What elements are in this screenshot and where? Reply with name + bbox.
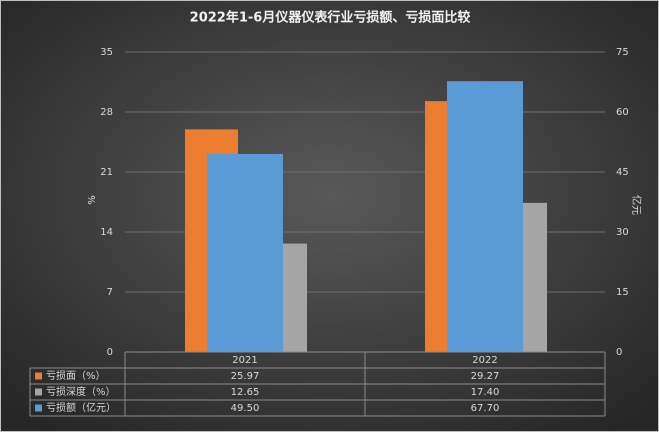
- y-tick-label: 35: [100, 47, 113, 58]
- y2-tick-label: 30: [616, 227, 629, 238]
- legend-label: 亏损额（亿元）: [46, 401, 116, 414]
- x-tick-label: 2022: [472, 355, 497, 366]
- bar: [447, 81, 523, 352]
- bar: [283, 243, 307, 352]
- y-tick-label: 21: [100, 167, 113, 178]
- bar: [207, 154, 283, 352]
- y2-tick-label: 15: [616, 287, 629, 298]
- value-label: 12.65: [231, 387, 260, 398]
- legend-label: 亏损深度（%）: [46, 385, 116, 398]
- y2-tick-label: 0: [616, 347, 622, 358]
- value-label: 17.40: [471, 387, 500, 398]
- legend-key: [35, 372, 42, 380]
- value-label: 49.50: [231, 403, 260, 414]
- legend-key: [35, 404, 42, 412]
- y-tick-label: 28: [100, 107, 113, 118]
- y-tick-label: 7: [107, 287, 113, 298]
- bar: [523, 202, 547, 352]
- y2-axis-label: 亿元: [630, 195, 643, 215]
- y-tick-label: 0: [107, 347, 113, 358]
- x-tick-label: 2021: [232, 355, 257, 366]
- legend-label: 亏损面（%）: [46, 369, 106, 382]
- y2-tick-label: 60: [616, 107, 629, 118]
- value-label: 25.97: [231, 371, 260, 382]
- y-tick-label: 14: [100, 227, 113, 238]
- y-axis-label: %: [87, 195, 98, 205]
- y2-tick-label: 75: [616, 47, 629, 58]
- chart-title: 2022年1-6月仪器仪表行业亏损额、亏损面比较: [190, 10, 471, 26]
- value-label: 29.27: [471, 371, 500, 382]
- y2-tick-label: 45: [616, 167, 629, 178]
- value-label: 67.70: [471, 403, 500, 414]
- legend-key: [35, 388, 42, 396]
